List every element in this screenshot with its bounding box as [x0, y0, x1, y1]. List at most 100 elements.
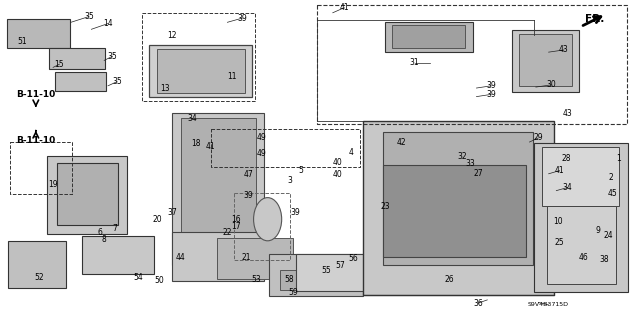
Text: 36: 36 [474, 299, 483, 308]
Text: 40: 40 [333, 170, 343, 179]
Text: 15: 15 [54, 60, 64, 69]
Text: B-11-10: B-11-10 [16, 136, 56, 145]
Text: 40: 40 [333, 158, 343, 167]
Bar [172, 114, 264, 265]
Text: 3: 3 [287, 176, 292, 185]
Text: 35: 35 [112, 77, 122, 86]
Text: 4: 4 [348, 148, 353, 157]
Text: 34: 34 [563, 183, 573, 192]
Text: 12: 12 [167, 31, 177, 40]
Bar [83, 236, 154, 274]
Text: FR.: FR. [585, 14, 604, 24]
Text: 58: 58 [285, 275, 294, 284]
Text: 34: 34 [188, 114, 197, 123]
Text: 28: 28 [561, 154, 571, 163]
Text: 49: 49 [257, 149, 266, 158]
Text: 18: 18 [191, 139, 200, 148]
Text: 49: 49 [257, 133, 266, 142]
Text: 13: 13 [161, 85, 170, 93]
Text: 51: 51 [17, 38, 27, 47]
Bar [269, 254, 364, 296]
Text: 39: 39 [244, 190, 253, 200]
Bar [216, 238, 293, 279]
Text: 39: 39 [291, 208, 301, 217]
Bar [519, 34, 572, 86]
Text: 30: 30 [547, 80, 556, 89]
Text: 45: 45 [607, 189, 618, 198]
Text: B-11-10: B-11-10 [16, 90, 56, 99]
Text: 39: 39 [237, 14, 247, 23]
Bar [547, 205, 616, 284]
Text: 27: 27 [474, 169, 483, 178]
Text: 57: 57 [335, 261, 346, 271]
Bar [280, 270, 343, 290]
Text: 9: 9 [595, 226, 600, 235]
Text: 46: 46 [578, 253, 588, 262]
Text: 7: 7 [112, 224, 117, 233]
Bar [542, 147, 619, 206]
Text: 2: 2 [608, 174, 613, 182]
Text: 25: 25 [555, 238, 564, 247]
Bar [511, 30, 579, 92]
Text: 20: 20 [152, 215, 162, 224]
Bar [57, 163, 118, 225]
Bar [296, 254, 376, 291]
Text: 55: 55 [321, 265, 332, 275]
Text: 29: 29 [534, 133, 543, 142]
Text: 50: 50 [154, 276, 164, 285]
Text: 16: 16 [231, 215, 241, 224]
Text: 41: 41 [555, 166, 564, 175]
Bar [8, 241, 66, 288]
Text: 17: 17 [231, 222, 241, 231]
Text: 21: 21 [242, 253, 252, 262]
Text: 24: 24 [604, 231, 614, 240]
Text: 53: 53 [252, 275, 261, 284]
Text: 11: 11 [227, 72, 237, 81]
Text: 41: 41 [339, 3, 349, 12]
Bar [534, 143, 628, 292]
Ellipse shape [253, 197, 282, 241]
Bar [157, 49, 245, 93]
Bar [392, 26, 465, 48]
Text: 43: 43 [559, 45, 569, 55]
Text: 43: 43 [563, 109, 573, 118]
Bar [172, 232, 264, 281]
Text: 31: 31 [410, 58, 419, 67]
Bar [49, 48, 105, 69]
Bar [7, 19, 70, 48]
Text: 35: 35 [108, 52, 117, 61]
Text: 52: 52 [34, 272, 44, 281]
Text: 32: 32 [457, 152, 467, 161]
Text: 26: 26 [444, 275, 454, 284]
Text: 1: 1 [616, 154, 621, 163]
Text: 19: 19 [48, 180, 58, 189]
Text: 42: 42 [397, 138, 406, 147]
Text: 22: 22 [223, 228, 232, 237]
Text: 6: 6 [97, 228, 102, 237]
Text: 54: 54 [133, 272, 143, 281]
Text: 33: 33 [465, 159, 475, 168]
Bar [385, 22, 473, 51]
Text: 39: 39 [486, 81, 496, 90]
Text: S9V4B3715D: S9V4B3715D [528, 302, 569, 308]
Bar [383, 165, 526, 257]
Text: 39: 39 [486, 90, 496, 99]
Text: 8: 8 [102, 235, 106, 244]
Text: 14: 14 [103, 19, 113, 28]
Text: 56: 56 [348, 254, 358, 263]
Text: 5: 5 [298, 166, 303, 175]
Bar [55, 72, 106, 91]
Bar [149, 45, 252, 97]
Text: 47: 47 [244, 170, 253, 179]
Text: 59: 59 [288, 288, 298, 297]
Text: 41: 41 [205, 142, 215, 151]
Bar [364, 121, 554, 295]
Bar [383, 131, 532, 265]
Bar [180, 118, 256, 259]
Text: 10: 10 [553, 217, 563, 226]
Text: 44: 44 [176, 253, 186, 262]
Text: 38: 38 [600, 255, 609, 264]
Text: 23: 23 [380, 202, 390, 211]
Text: 37: 37 [167, 208, 177, 217]
Bar [47, 156, 127, 234]
